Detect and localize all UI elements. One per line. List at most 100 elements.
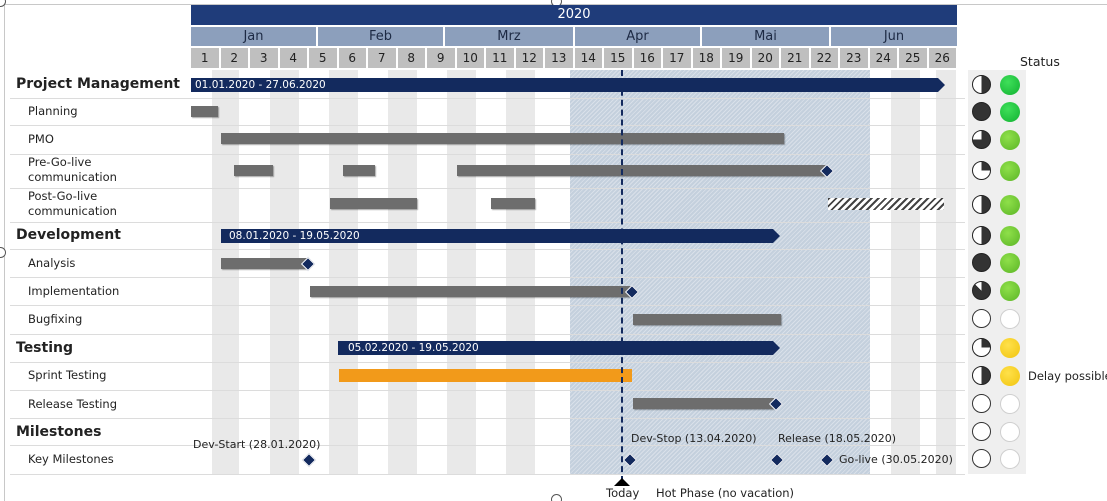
week-stripe: [506, 70, 535, 474]
week-header-cell: 26: [928, 48, 956, 68]
week-header-cell: 21: [781, 48, 809, 68]
row-separator: [10, 418, 965, 419]
task-bar-implementation[interactable]: [310, 286, 631, 297]
progress-pie-icon: [972, 422, 991, 441]
task-bar-release-testing[interactable]: [633, 398, 774, 409]
status-note: Delay possible: [1028, 369, 1107, 383]
hot-phase-label: Hot Phase (no vacation): [656, 486, 795, 500]
row-label-development: Development: [16, 227, 121, 243]
status-light-icon: [1000, 195, 1020, 215]
row-label-sprint-testing: Sprint Testing: [28, 368, 107, 382]
progress-pie-icon: [972, 253, 991, 272]
year-header: 2020: [191, 5, 957, 25]
today-label: Today: [606, 486, 640, 500]
task-bar-post-go-live-planned[interactable]: [828, 198, 944, 210]
summary-bar-testing[interactable]: 05.02.2020 - 19.05.2020: [338, 341, 780, 355]
week-header-cell: 19: [722, 48, 750, 68]
row-label-post-go-live: Post-Go-live communication: [28, 189, 117, 218]
row-separator: [10, 474, 965, 475]
resize-handle-top-left[interactable]: [0, 0, 6, 7]
status-light-icon: [1000, 130, 1020, 150]
progress-pie-icon: [972, 309, 991, 328]
status-light-icon: [1000, 161, 1020, 181]
status-light-icon: [1000, 366, 1020, 386]
summary-bar-label: 01.01.2020 - 27.06.2020: [195, 79, 326, 91]
task-bar-post-go-live-2[interactable]: [491, 198, 535, 209]
progress-pie-icon: [972, 195, 991, 214]
row-label-bugfixing: Bugfixing: [28, 312, 83, 326]
week-header-cell: 12: [515, 48, 543, 68]
milestone-label-go-live: Go-live (30.05.2020): [839, 453, 953, 466]
status-light-icon: [1000, 449, 1020, 469]
week-stripe: [936, 70, 956, 474]
status-light-icon: [1000, 281, 1020, 301]
task-bar-pre-go-live-2[interactable]: [343, 165, 375, 176]
week-header-cell: 5: [309, 48, 337, 68]
row-separator: [10, 277, 965, 278]
status-light-icon: [1000, 422, 1020, 442]
task-bar-pmo[interactable]: [221, 133, 784, 144]
task-bar-planning[interactable]: [191, 106, 218, 117]
bar-arrow: [773, 341, 780, 355]
week-header-cell: 7: [368, 48, 396, 68]
milestone-label-release: Release (18.05.2020): [778, 432, 897, 445]
row-label-project-management: Project Management: [16, 76, 180, 92]
bar-arrow: [938, 78, 945, 92]
row-label-pre-go-live: Pre-Go-live communication: [28, 155, 117, 184]
milestone-label-dev-stop: Dev-Stop (13.04.2020): [631, 432, 757, 445]
progress-pie-icon: [972, 102, 991, 121]
status-light-icon: [1000, 102, 1020, 122]
task-bar-bugfixing[interactable]: [633, 314, 781, 325]
status-light-icon: [1000, 226, 1020, 246]
week-header-cell: 25: [899, 48, 927, 68]
today-line: [621, 70, 623, 482]
week-header-cell: 17: [663, 48, 691, 68]
progress-pie-icon: [972, 281, 991, 300]
resize-handle-bottom[interactable]: [551, 494, 562, 501]
task-bar-analysis[interactable]: [221, 258, 307, 269]
row-label-key-milestones: Key Milestones: [28, 452, 114, 466]
summary-bar-label: 05.02.2020 - 19.05.2020: [348, 342, 479, 354]
week-stripe: [447, 70, 476, 474]
week-header-cell: 20: [751, 48, 779, 68]
progress-pie-icon: [972, 394, 991, 413]
row-separator: [10, 154, 965, 155]
progress-pie-icon: [972, 130, 991, 149]
task-bar-post-go-live-1[interactable]: [330, 198, 417, 209]
summary-bar-project-management[interactable]: 01.01.2020 - 27.06.2020: [191, 78, 945, 92]
month-header: Feb: [318, 27, 443, 46]
week-header-cell: 16: [633, 48, 661, 68]
milestone-diamond-dev-start[interactable]: [301, 452, 317, 468]
task-bar-pre-go-live-1[interactable]: [234, 165, 273, 176]
task-bar-sprint-testing[interactable]: [339, 369, 632, 382]
week-header-cell: 22: [810, 48, 838, 68]
progress-pie-icon: [972, 338, 991, 357]
week-header-cell: 2: [220, 48, 248, 68]
week-header-cell: 24: [869, 48, 897, 68]
month-header: Jan: [191, 27, 316, 46]
week-header-cell: 4: [279, 48, 307, 68]
week-header-cell: 6: [338, 48, 366, 68]
row-label-analysis: Analysis: [28, 256, 76, 270]
row-label-planning: Planning: [28, 104, 78, 118]
week-stripe: [388, 70, 417, 474]
row-label-testing: Testing: [16, 340, 73, 356]
summary-bar-development[interactable]: 08.01.2020 - 19.05.2020: [221, 229, 780, 243]
progress-pie-icon: [972, 449, 991, 468]
month-header: Jun: [831, 27, 957, 46]
bar-arrow: [773, 229, 780, 243]
week-header-cell: 9: [427, 48, 455, 68]
row-separator: [10, 222, 965, 223]
status-light-icon: [1000, 338, 1020, 358]
progress-pie-icon: [972, 226, 991, 245]
milestone-label-dev-start: Dev-Start (28.01.2020): [193, 438, 321, 451]
summary-bar-label: 08.01.2020 - 19.05.2020: [229, 230, 360, 242]
week-header-cell: 15: [604, 48, 632, 68]
week-stripe: [270, 70, 299, 474]
week-stripe: [329, 70, 358, 474]
row-separator: [10, 188, 965, 189]
resize-handle-left[interactable]: [0, 247, 6, 258]
task-bar-pre-go-live-3[interactable]: [457, 165, 826, 176]
progress-pie-icon: [972, 161, 991, 180]
